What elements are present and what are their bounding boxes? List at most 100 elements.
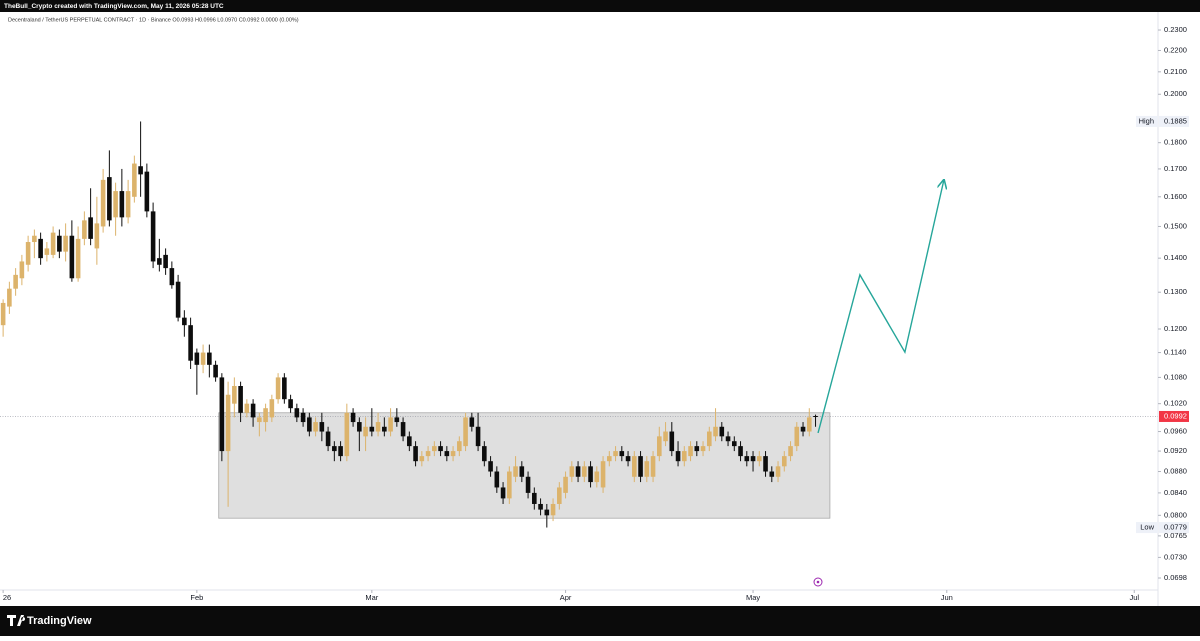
candle-body <box>107 177 112 221</box>
candle-body <box>519 466 525 477</box>
candle-body <box>625 456 631 462</box>
candle-body <box>794 426 800 447</box>
last-price-bg <box>1159 410 1189 422</box>
candle-body <box>232 385 237 404</box>
candle-body <box>650 456 656 477</box>
candle-body <box>744 456 750 462</box>
low-marker-value-bg <box>1159 522 1189 534</box>
candle-body <box>332 446 337 452</box>
candle-body <box>763 456 768 472</box>
candle-body <box>644 461 650 477</box>
candle-body <box>407 436 412 447</box>
candle-body <box>32 235 37 243</box>
candle-body <box>50 232 56 255</box>
y-tick-label: 0.1500 <box>1164 221 1187 230</box>
y-tick-label: 0.2200 <box>1164 45 1187 54</box>
candle-body <box>263 408 268 423</box>
y-tick-label: 0.0840 <box>1164 488 1187 497</box>
candle-body <box>388 417 393 432</box>
candle-body <box>731 441 737 447</box>
candle-body <box>25 242 31 265</box>
candle-body <box>700 446 706 452</box>
candle-body <box>582 466 587 477</box>
candle-body <box>269 399 275 418</box>
candle-body <box>257 417 262 423</box>
candle-body <box>507 471 512 499</box>
candle-body <box>463 417 468 447</box>
x-tick-label: Jun <box>941 593 953 602</box>
candle-body <box>300 412 306 423</box>
credit-bar <box>0 0 1200 12</box>
candle-body <box>0 302 6 326</box>
candle-body <box>613 451 618 457</box>
candle-body <box>125 191 131 218</box>
candle-body <box>532 492 537 504</box>
candle-body <box>307 417 312 432</box>
candle-body <box>150 211 156 262</box>
candle-body <box>325 431 331 447</box>
candle-body <box>806 417 812 432</box>
candle-body <box>482 446 487 462</box>
candle-body <box>756 456 762 462</box>
candle-body <box>594 471 600 483</box>
candle-body <box>419 456 425 462</box>
candle-body <box>688 446 693 457</box>
y-tick-label: 0.1140 <box>1164 348 1186 357</box>
candle-body <box>600 461 606 488</box>
candle-body <box>344 412 350 457</box>
candle-body <box>144 171 150 212</box>
candle-body <box>694 446 700 452</box>
candle-body <box>119 191 125 218</box>
candle-body <box>375 422 381 432</box>
event-marker-dot <box>816 580 820 584</box>
candle-body <box>588 466 593 483</box>
candle-body <box>675 451 681 462</box>
candle-body <box>813 416 818 418</box>
candle-body <box>738 446 743 457</box>
projection-path <box>817 181 944 434</box>
candle-body <box>100 179 106 227</box>
candle-body <box>382 426 387 432</box>
candle-body <box>132 163 137 197</box>
high-marker-label: High <box>1139 116 1154 125</box>
candle-body <box>781 456 787 467</box>
candle-body <box>7 288 12 307</box>
x-tick-label: May <box>746 593 760 602</box>
candle-body <box>475 426 481 447</box>
y-tick-label: 0.1800 <box>1164 138 1187 147</box>
candle-body <box>632 456 637 477</box>
candle-body <box>800 426 806 432</box>
candle-body <box>719 426 725 437</box>
candle-body <box>394 417 400 423</box>
candle-body <box>250 403 256 418</box>
range-box <box>218 412 831 519</box>
y-tick-label: 0.0960 <box>1164 427 1187 436</box>
candle-body <box>425 451 431 457</box>
candle-body <box>550 503 556 516</box>
candle-body <box>538 503 543 510</box>
candle-body <box>413 446 418 462</box>
candle-body <box>713 426 718 437</box>
y-tick-label: 0.0765 <box>1164 531 1187 540</box>
candle-body <box>75 238 81 279</box>
candle-body <box>175 281 181 318</box>
candle-body <box>113 191 118 218</box>
candle-body <box>288 399 293 409</box>
candle-body <box>294 408 300 418</box>
candle-body <box>488 461 493 472</box>
x-tick-label: Mar <box>365 593 378 602</box>
candle-body <box>13 274 18 289</box>
candle-body <box>82 220 87 239</box>
candle-body <box>319 422 325 432</box>
candle-body <box>313 422 318 432</box>
candle-body <box>500 487 506 499</box>
candle-body <box>400 422 406 437</box>
candle-body <box>350 412 356 423</box>
brand-logo <box>7 615 26 626</box>
y-tick-label: 0.1080 <box>1164 372 1187 381</box>
candle-body <box>338 446 343 457</box>
candle-body <box>63 235 68 252</box>
candle-body <box>725 436 731 442</box>
candle-body <box>188 325 193 361</box>
